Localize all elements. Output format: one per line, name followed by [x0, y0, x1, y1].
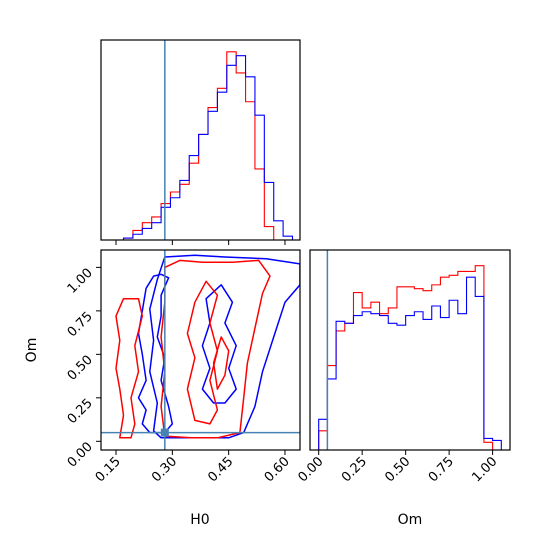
truth-marker	[160, 428, 169, 437]
tick-label: 0.75	[426, 454, 457, 485]
x-axis-label-om: Om	[398, 512, 423, 528]
panel-hist-h0	[100, 39, 301, 245]
tick-label: 0.15	[93, 454, 124, 485]
tick-label: 0.30	[149, 454, 180, 485]
tick-label: 0.00	[65, 440, 96, 471]
contour-1	[149, 254, 300, 439]
hist-om-series-0	[318, 265, 494, 450]
contour-6	[212, 336, 230, 390]
x-axis-label-h0: H0	[190, 512, 209, 528]
panel-frame	[100, 249, 301, 451]
panel-hist-om: 0.00 0.25 0.50 0.75 1.00 Om	[295, 249, 511, 528]
contour-2	[201, 284, 237, 404]
tick-label: 0.60	[262, 454, 293, 485]
y-axis-label-om: Om	[24, 338, 40, 363]
panel-frame	[309, 249, 511, 451]
tick-label: 0.00	[295, 454, 326, 485]
tick-label: 1.00	[65, 266, 96, 297]
tick-label: 0.50	[382, 454, 413, 485]
tick-label: 0.25	[339, 454, 370, 485]
tick-label: 0.50	[65, 353, 96, 384]
contour-0	[137, 273, 174, 434]
panel-frame	[100, 39, 301, 241]
hist-h0-series-1	[122, 55, 294, 240]
tick-label: 0.75	[65, 309, 96, 340]
panel-2d-h0-om: 0.15 0.30 0.45 0.60 0.00 0.25 0.50 0.75 1.00 H0…	[24, 249, 301, 528]
contour-3	[115, 297, 144, 439]
hist-om-series-1	[318, 276, 502, 450]
tick-label: 0.45	[205, 454, 236, 485]
tick-label: 0.25	[65, 396, 96, 427]
tick-label: 1.00	[469, 454, 500, 485]
contour-5	[186, 280, 219, 425]
hist-h0-series-0	[122, 51, 284, 240]
